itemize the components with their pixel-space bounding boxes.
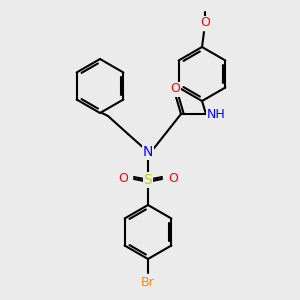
Text: NH: NH <box>207 107 225 121</box>
Text: S: S <box>144 173 152 187</box>
Text: O: O <box>200 16 210 29</box>
Text: N: N <box>143 145 153 159</box>
Text: O: O <box>118 172 128 184</box>
Text: Br: Br <box>141 275 155 289</box>
Text: O: O <box>168 172 178 184</box>
Text: O: O <box>170 82 180 95</box>
